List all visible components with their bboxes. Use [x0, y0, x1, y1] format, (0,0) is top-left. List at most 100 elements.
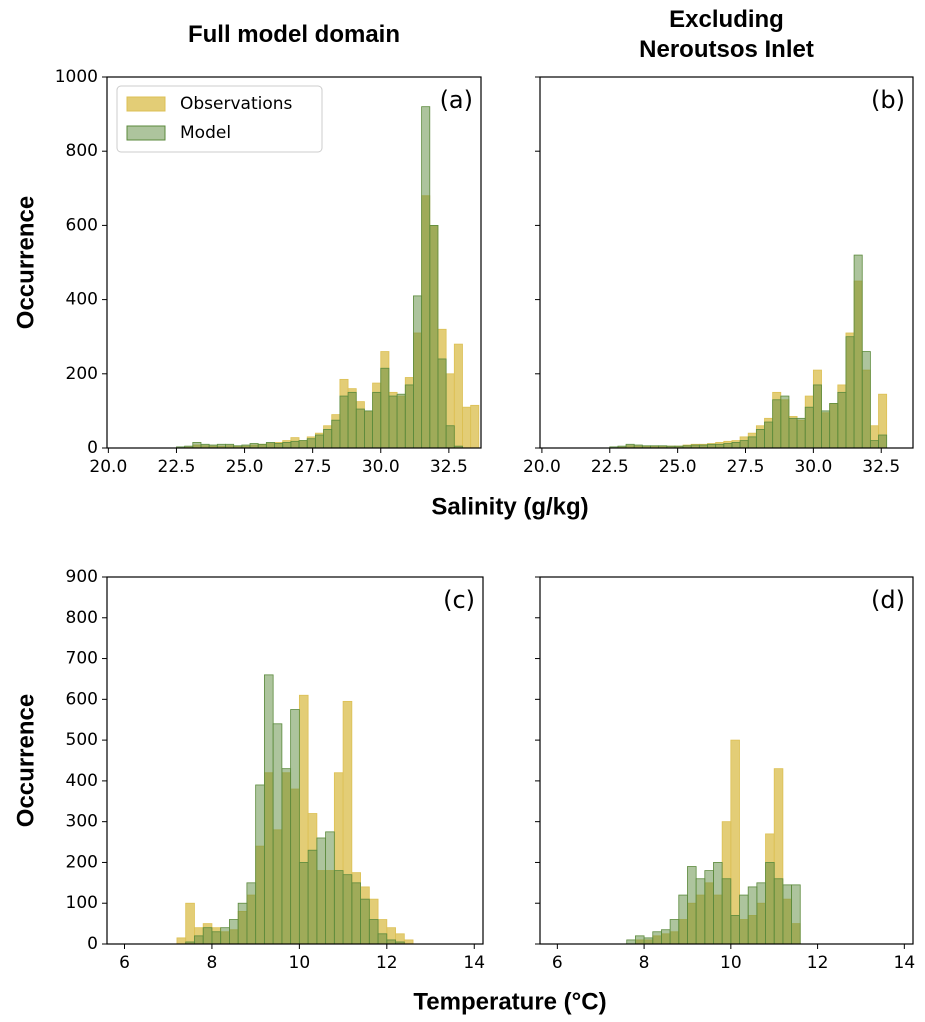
bar [255, 784, 265, 945]
panel-label: (c) [443, 586, 475, 614]
bar [635, 935, 645, 945]
bar [462, 406, 472, 449]
bar [756, 882, 766, 945]
plot-frame [539, 576, 914, 945]
y-tick-label: 800 [66, 608, 98, 628]
bar [347, 391, 357, 449]
bar [764, 421, 774, 449]
y-tick-label: 400 [66, 290, 98, 310]
bar [229, 919, 239, 945]
bar [829, 403, 839, 449]
x-tick-label: 20.0 [523, 457, 561, 477]
y-tick-label: 700 [66, 649, 98, 669]
bar [861, 351, 871, 449]
bar [404, 384, 414, 449]
bar [845, 336, 855, 449]
panel-label: (a) [440, 86, 473, 114]
bar [274, 443, 284, 449]
bar [780, 395, 790, 449]
x-tick-label: 10 [720, 953, 742, 973]
x-axis-label: Temperature (°C) [413, 988, 606, 1015]
bar [730, 739, 740, 945]
bar [804, 406, 814, 449]
bar [678, 894, 688, 945]
y-tick-label: 0 [87, 438, 98, 458]
y-tick-label: 600 [66, 689, 98, 709]
y-tick-label: 200 [66, 364, 98, 384]
bar [339, 395, 349, 449]
bar [386, 939, 396, 945]
bar [739, 440, 749, 449]
legend-label: Observations [180, 94, 293, 114]
bar [396, 393, 406, 449]
bar [837, 391, 847, 449]
bar [869, 440, 879, 449]
y-tick-label: 500 [66, 730, 98, 750]
bar [791, 884, 801, 945]
x-tick-label: 14 [463, 953, 485, 973]
bar [652, 931, 662, 945]
x-tick-label: 25.0 [659, 457, 697, 477]
plot-frame [106, 576, 484, 945]
x-tick-label: 14 [894, 953, 916, 973]
x-axis-label: Salinity (g/kg) [431, 493, 588, 520]
bar [788, 417, 798, 449]
bar [176, 937, 187, 945]
bar [306, 438, 316, 449]
x-tick-label: 25.0 [226, 457, 264, 477]
bar [721, 878, 732, 945]
y-tick-label: 600 [66, 215, 98, 235]
bar [368, 919, 379, 945]
y-tick-label: 400 [66, 771, 98, 791]
bar [626, 939, 636, 945]
bar [323, 429, 333, 449]
bar [282, 442, 292, 449]
x-tick-label: 32.5 [430, 457, 468, 477]
bar [281, 768, 292, 945]
bar [316, 837, 327, 945]
panel-label: (b) [871, 86, 905, 114]
bar [307, 849, 318, 945]
bar [333, 870, 344, 945]
bar [661, 929, 671, 945]
bar [853, 254, 863, 449]
bar [314, 434, 324, 449]
bar [747, 886, 758, 945]
bar [355, 408, 365, 449]
bar [185, 902, 195, 945]
bar [377, 933, 388, 945]
legend-box [116, 85, 323, 153]
x-tick-label: 8 [207, 953, 218, 973]
bar [237, 902, 248, 945]
plot-frame [106, 76, 482, 449]
bar [265, 442, 275, 449]
x-tick-label: 6 [119, 953, 130, 973]
bar [723, 443, 733, 449]
y-tick-label: 100 [66, 893, 98, 913]
bar [246, 882, 257, 945]
bar [731, 442, 741, 449]
bar [380, 367, 390, 449]
bar [713, 862, 723, 945]
bar [249, 443, 259, 449]
bar [272, 723, 283, 945]
x-tick-label: 20.0 [89, 457, 127, 477]
bar [202, 927, 213, 945]
plot-frame [539, 76, 914, 449]
bar [796, 417, 806, 449]
bar [445, 425, 455, 449]
column-title: Full model domain [187, 21, 400, 48]
bar [878, 434, 888, 449]
bar [263, 674, 274, 945]
bar [739, 894, 749, 945]
bar [772, 399, 782, 449]
bar [211, 931, 222, 945]
x-tick-label: 30.0 [362, 457, 400, 477]
bar [704, 870, 714, 945]
bar [755, 429, 765, 449]
bar [773, 878, 784, 945]
y-axis-label: Occurrence [12, 196, 39, 329]
y-tick-label: 200 [66, 852, 98, 872]
